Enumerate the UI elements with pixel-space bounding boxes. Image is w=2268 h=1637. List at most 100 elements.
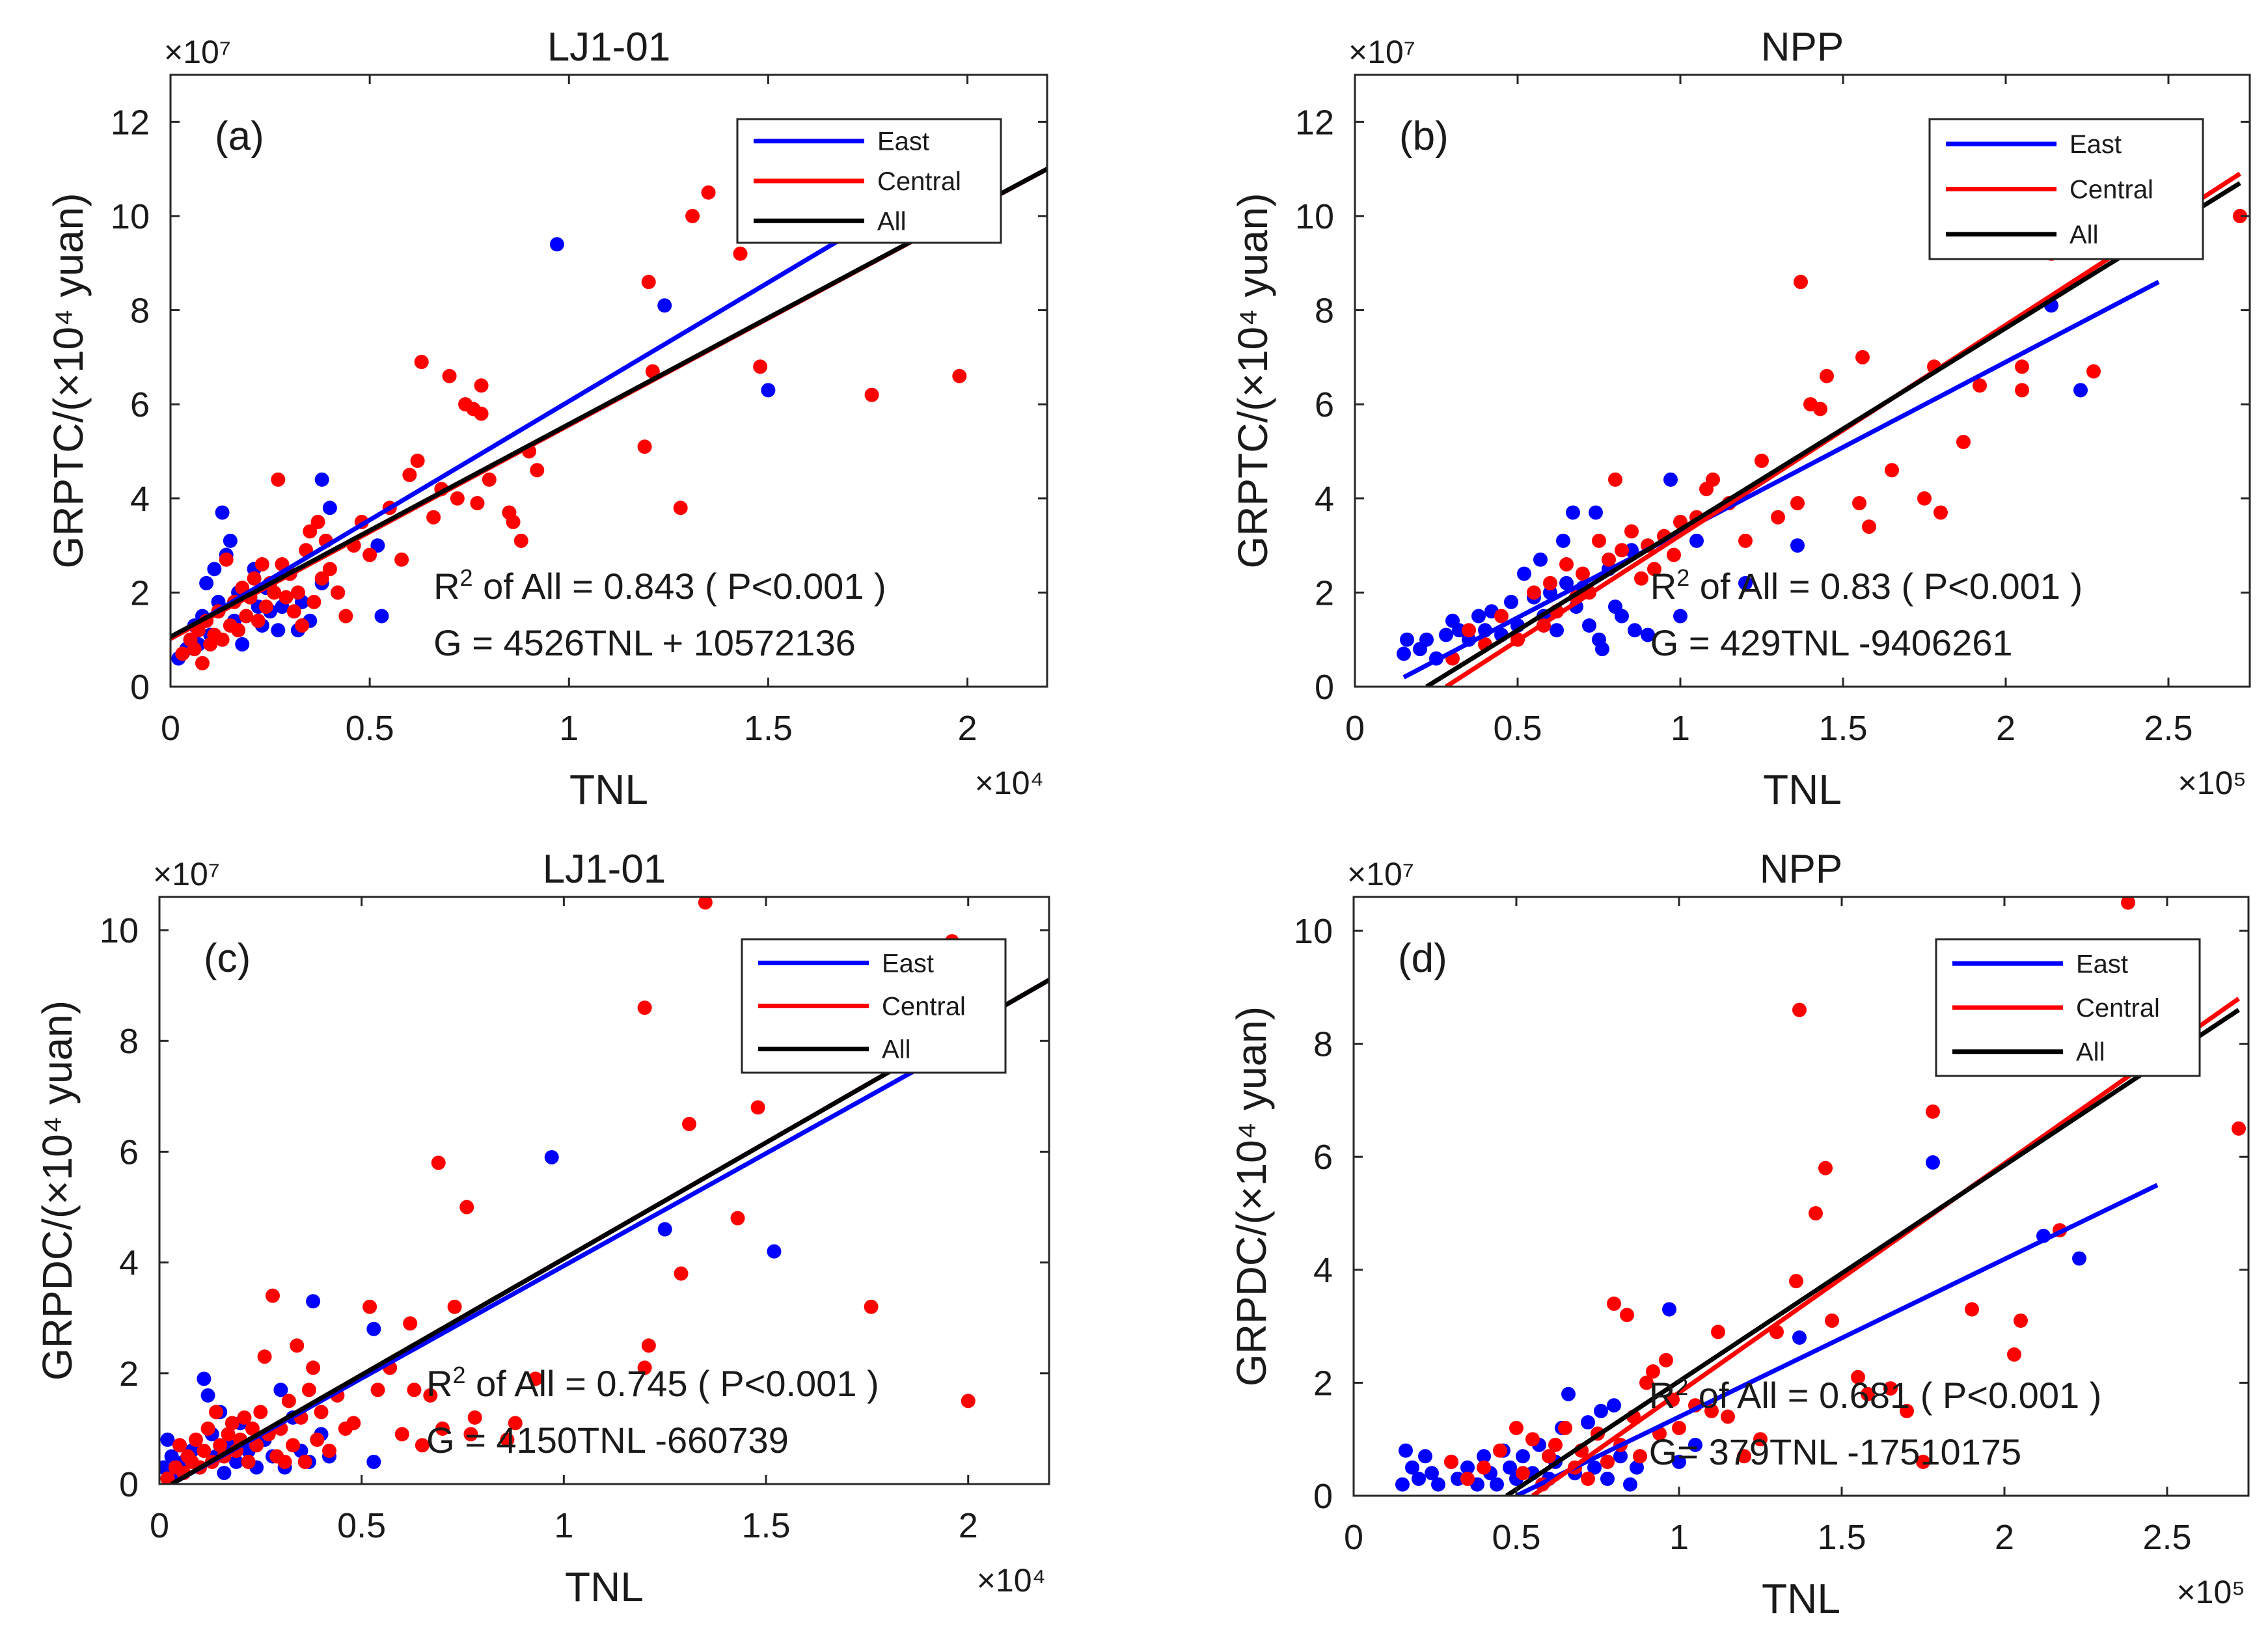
data-point-central	[249, 1438, 264, 1453]
data-point-central	[1956, 435, 1971, 449]
data-point-central	[314, 1405, 329, 1420]
data-point-central	[290, 585, 305, 600]
data-point-central	[1548, 1437, 1563, 1452]
data-point-central	[1851, 1369, 1865, 1384]
y-tick-label: 12	[111, 103, 150, 142]
data-point-east	[217, 1465, 232, 1480]
regression-equation: G = 4526TNL + 10572136	[433, 622, 856, 663]
data-point-central	[1794, 275, 1808, 290]
data-point-central	[295, 618, 310, 633]
data-point-central	[1659, 1353, 1673, 1368]
data-point-central	[225, 1416, 239, 1431]
panel-d: 0 0.5 1 1.5 2 2.5 0 2 4 6 8 10 ×10⁷ ×10⁵ NPP TNL GRPDC/(…	[1228, 847, 2250, 1622]
x-tick-label: 2.5	[2144, 709, 2193, 748]
data-point-east	[322, 501, 337, 516]
x-tick-label: 0	[161, 709, 180, 748]
r-squared-text: of All = 0.843 ( P<0.001 )	[473, 566, 886, 607]
data-point-east	[1516, 1449, 1530, 1464]
data-point-central	[2086, 364, 2101, 379]
data-point-east	[273, 1383, 288, 1397]
y-tick-label: 4	[1315, 480, 1334, 519]
data-point-central	[508, 1416, 523, 1431]
data-point-east	[314, 472, 329, 487]
plot-content	[171, 167, 1047, 670]
y-tick-label: 10	[100, 911, 139, 950]
data-point-central	[410, 453, 425, 468]
plot-content	[1397, 171, 2247, 687]
data-point-east	[2072, 1251, 2086, 1266]
data-point-east	[306, 1294, 321, 1309]
y-tick-label: 12	[1295, 103, 1334, 142]
data-point-east	[271, 623, 286, 638]
data-point-central	[1917, 491, 1932, 506]
data-point-central	[1620, 1308, 1634, 1323]
data-point-central	[1973, 378, 1987, 393]
data-point-central	[188, 1432, 203, 1447]
data-point-east	[2073, 383, 2088, 398]
data-point-central	[1771, 510, 1785, 525]
data-point-central	[1607, 1296, 1621, 1311]
data-point-east	[164, 1449, 179, 1464]
data-point-central	[1633, 1449, 1647, 1464]
data-point-central	[1444, 1454, 1458, 1469]
panel-label: (c)	[204, 936, 251, 981]
data-point-central	[1790, 496, 1805, 510]
data-point-central	[1672, 1420, 1686, 1435]
x-tick-label: 0	[1344, 1518, 1363, 1557]
r-squared-annotation: R2 of All = 0.83 ( P<0.001 )	[1650, 564, 2083, 607]
x-axis-label: TNL	[1762, 1575, 1840, 1622]
plot-content	[1395, 897, 2246, 1496]
data-point-central	[394, 552, 409, 567]
r-squared-annotation: R2 of All = 0.745 ( P<0.001 )	[426, 1362, 879, 1405]
data-point-central	[1900, 1403, 1914, 1418]
data-point-east	[366, 1321, 381, 1336]
data-point-central	[750, 1100, 765, 1115]
series-central	[1445, 208, 2247, 666]
legend-label-east: East	[877, 128, 929, 156]
x-tick-label: 0	[1345, 709, 1365, 748]
y-tick-label: 8	[1313, 1025, 1333, 1064]
data-point-central	[673, 501, 688, 516]
data-point-central	[307, 594, 321, 609]
data-point-central	[2014, 1313, 2028, 1328]
data-point-central	[197, 1443, 212, 1458]
y-tick-label: 6	[1313, 1138, 1333, 1177]
x-tick-label: 1.5	[744, 709, 793, 748]
x-exponent-label: ×10⁵	[2176, 1574, 2245, 1610]
data-point-east	[370, 538, 385, 553]
data-point-central	[286, 1438, 301, 1453]
data-point-central	[637, 1360, 652, 1375]
x-exponent-label: ×10⁴	[975, 765, 1044, 801]
data-point-east	[1504, 594, 1518, 609]
data-point-central	[435, 1421, 450, 1436]
y-tick-label: 10	[1295, 197, 1334, 236]
y-exponent-label: ×10⁷	[164, 34, 231, 70]
data-point-east	[657, 1222, 672, 1237]
data-point-central	[470, 496, 485, 510]
legend-label-east: East	[882, 949, 934, 978]
data-point-central	[753, 359, 768, 374]
x-tick-label: 1	[1669, 1518, 1689, 1557]
series-central	[175, 185, 967, 670]
data-point-central	[247, 571, 262, 586]
data-point-east	[1425, 1466, 1439, 1481]
data-point-east	[200, 1388, 215, 1403]
data-point-central	[1792, 1002, 1807, 1017]
r-squared-text: of All = 0.681 ( P<0.001 )	[1688, 1375, 2101, 1416]
x-axis-label: TNL	[1763, 766, 1842, 813]
data-point-central	[314, 571, 329, 586]
data-point-east	[1587, 1460, 1602, 1475]
data-point-central	[467, 1410, 482, 1425]
data-point-central	[1789, 1274, 1803, 1289]
data-point-central	[1755, 453, 1769, 468]
data-point-central	[208, 1405, 223, 1420]
data-point-east	[1399, 1443, 1413, 1458]
fit-line-central	[1531, 997, 2241, 1496]
data-point-central	[321, 1443, 336, 1458]
x-tick-label: 2	[958, 709, 977, 748]
r-squared-annotation: R2 of All = 0.681 ( P<0.001 )	[1649, 1373, 2102, 1416]
data-point-central	[241, 1454, 256, 1469]
y-tick-label: 6	[119, 1133, 139, 1172]
x-tick-label: 1	[559, 709, 579, 748]
data-point-east	[1418, 1449, 1432, 1464]
